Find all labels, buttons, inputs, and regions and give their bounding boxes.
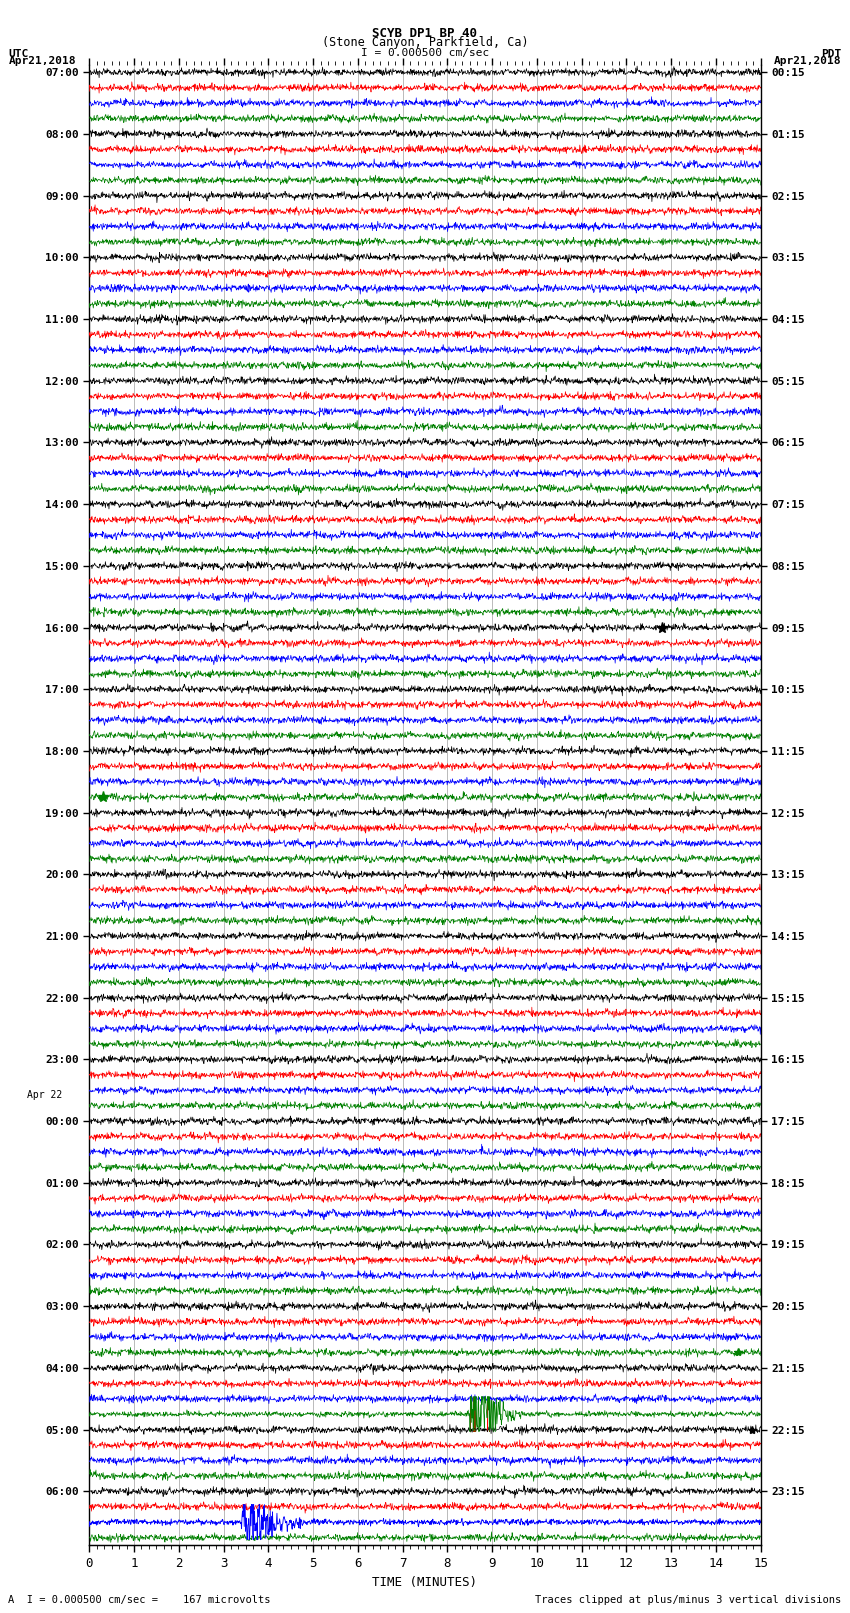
Text: UTC: UTC bbox=[8, 48, 29, 58]
Text: Apr21,2018: Apr21,2018 bbox=[774, 56, 842, 66]
Text: Traces clipped at plus/minus 3 vertical divisions: Traces clipped at plus/minus 3 vertical … bbox=[536, 1595, 842, 1605]
Text: Apr21,2018: Apr21,2018 bbox=[8, 56, 76, 66]
Text: A  I = 0.000500 cm/sec =    167 microvolts: A I = 0.000500 cm/sec = 167 microvolts bbox=[8, 1595, 271, 1605]
Text: I = 0.000500 cm/sec: I = 0.000500 cm/sec bbox=[361, 48, 489, 58]
Text: (Stone Canyon, Parkfield, Ca): (Stone Canyon, Parkfield, Ca) bbox=[321, 35, 529, 50]
Text: Apr 22: Apr 22 bbox=[27, 1090, 62, 1100]
Text: PDT: PDT bbox=[821, 48, 842, 58]
X-axis label: TIME (MINUTES): TIME (MINUTES) bbox=[372, 1576, 478, 1589]
Text: SCYB DP1 BP 40: SCYB DP1 BP 40 bbox=[372, 26, 478, 39]
